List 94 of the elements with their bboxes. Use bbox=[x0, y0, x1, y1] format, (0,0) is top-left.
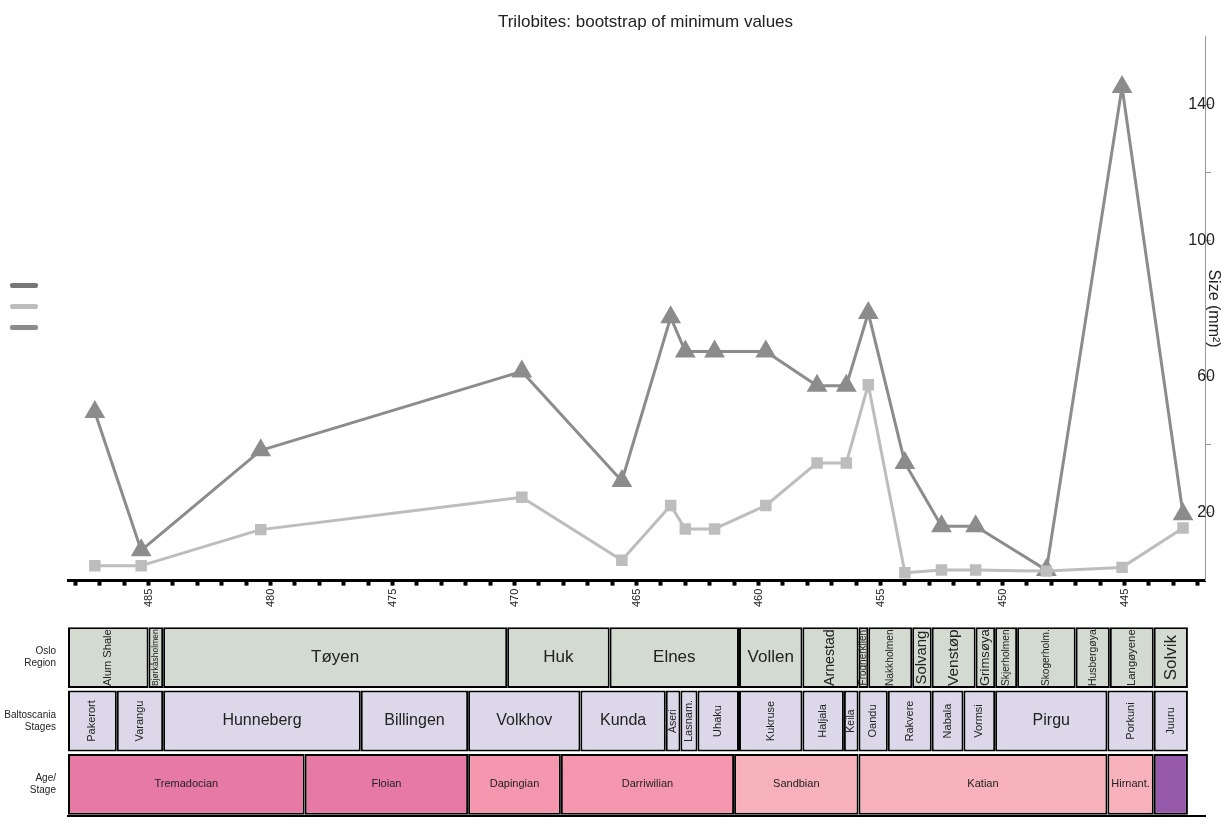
data-label: Huk bbox=[543, 647, 575, 667]
data-label: Pirgu bbox=[1032, 711, 1070, 729]
point bbox=[512, 360, 532, 378]
y-tick-label: Baltoscania Stages bbox=[4, 708, 57, 732]
x-tick-label: 455 bbox=[873, 588, 886, 608]
point bbox=[516, 491, 528, 504]
data-label: Skjerholmen bbox=[999, 628, 1011, 687]
data-label: Sandbian bbox=[773, 777, 820, 790]
data-label: Volkhov bbox=[496, 711, 553, 729]
point bbox=[255, 523, 267, 536]
point bbox=[895, 452, 915, 469]
x-tick-label: 465 bbox=[629, 588, 642, 608]
data-label: Juuru bbox=[1163, 707, 1176, 735]
data-label: Grimsøya bbox=[977, 628, 993, 687]
data-label: Porkuni bbox=[1123, 702, 1136, 740]
data-label: Billingen bbox=[384, 711, 445, 729]
point bbox=[664, 499, 677, 512]
data-label: Keila bbox=[845, 709, 857, 733]
point bbox=[932, 515, 951, 533]
x-tick-label: 485 bbox=[141, 588, 154, 608]
point bbox=[616, 554, 628, 566]
point bbox=[807, 375, 827, 392]
data-label: Kunda bbox=[599, 711, 647, 729]
chart-title: Trilobites: bootstrap of minimum values bbox=[497, 11, 794, 31]
point bbox=[837, 375, 856, 392]
data-label: Nabala bbox=[940, 702, 953, 739]
point bbox=[705, 340, 724, 358]
data-label: Darriwilian bbox=[621, 777, 674, 790]
point bbox=[131, 539, 151, 557]
point bbox=[756, 340, 776, 358]
point bbox=[840, 457, 853, 469]
x-tick-label: 475 bbox=[385, 588, 398, 608]
point bbox=[859, 302, 878, 319]
data-label: Uhaku bbox=[711, 705, 724, 737]
point bbox=[1177, 522, 1189, 534]
y-tick-label: 100 bbox=[1188, 230, 1216, 248]
x-tick-label: 450 bbox=[995, 588, 1008, 608]
data-label: Solvik bbox=[1160, 634, 1180, 681]
x-tick-label: 445 bbox=[1117, 588, 1130, 608]
point bbox=[969, 564, 982, 576]
data-label: Dapingian bbox=[489, 777, 540, 790]
data-label: Venstøp bbox=[943, 629, 961, 687]
point bbox=[760, 499, 772, 512]
x-tick-label: 470 bbox=[507, 588, 520, 608]
point bbox=[85, 401, 105, 418]
y-tick-label: Age/ Stage bbox=[29, 772, 57, 796]
data-label: Haljala bbox=[816, 703, 829, 738]
point bbox=[1173, 503, 1193, 521]
point bbox=[89, 559, 101, 572]
y-axis-title: Size (mm²) bbox=[1205, 269, 1223, 348]
data-label: Floian bbox=[371, 777, 402, 790]
data-label: Rakvere bbox=[902, 700, 915, 742]
x-tick-label: 480 bbox=[263, 588, 276, 608]
point bbox=[935, 564, 948, 576]
y-tick-label: Oslo Region bbox=[24, 645, 57, 669]
data-label: Elnes bbox=[653, 647, 696, 667]
data-label: Hunneberg bbox=[222, 711, 302, 729]
y-tick-label: 140 bbox=[1188, 94, 1216, 112]
data-label: Nakkholmen bbox=[884, 628, 896, 687]
point bbox=[135, 559, 147, 572]
point bbox=[708, 523, 721, 535]
point bbox=[251, 439, 271, 457]
point bbox=[612, 470, 632, 487]
data-label: Oandu bbox=[866, 704, 879, 738]
data-label: Tremadocian bbox=[154, 777, 219, 790]
data-label: Hirnant. bbox=[1111, 777, 1150, 790]
point bbox=[899, 567, 911, 579]
point bbox=[966, 515, 985, 533]
data-label: Vollen bbox=[747, 647, 794, 667]
data-label: Kukruse bbox=[763, 700, 776, 742]
point bbox=[811, 457, 823, 469]
data-label: Langøyene bbox=[1124, 629, 1137, 687]
data-label: Tøyen bbox=[311, 647, 360, 667]
data-label: Lasnam. bbox=[681, 699, 694, 743]
point bbox=[1116, 561, 1128, 574]
data-label: Vormsi bbox=[972, 704, 985, 738]
y-tick-label: 60 bbox=[1197, 366, 1216, 384]
data-label: Solvang bbox=[913, 630, 930, 685]
point bbox=[679, 523, 692, 535]
data-label: Varangu bbox=[133, 700, 146, 742]
data-label: Skogerholm. bbox=[1040, 629, 1052, 687]
data-label: Pakerort bbox=[85, 700, 98, 742]
data-label: Arnestad bbox=[821, 629, 838, 687]
point bbox=[676, 340, 695, 358]
data-label: Husbergøya bbox=[1086, 629, 1098, 687]
data-label: Alum Shale bbox=[101, 629, 114, 687]
data-label: Aseri bbox=[666, 709, 678, 733]
x-tick-label: 460 bbox=[751, 588, 764, 608]
point bbox=[862, 378, 875, 391]
data-label: Bjørkåsholmen bbox=[150, 629, 161, 687]
data-label: Katian bbox=[967, 777, 999, 790]
point bbox=[661, 306, 680, 324]
y-tick-label: 20 bbox=[1197, 503, 1216, 521]
data-label: Frognerkilen bbox=[857, 629, 869, 686]
